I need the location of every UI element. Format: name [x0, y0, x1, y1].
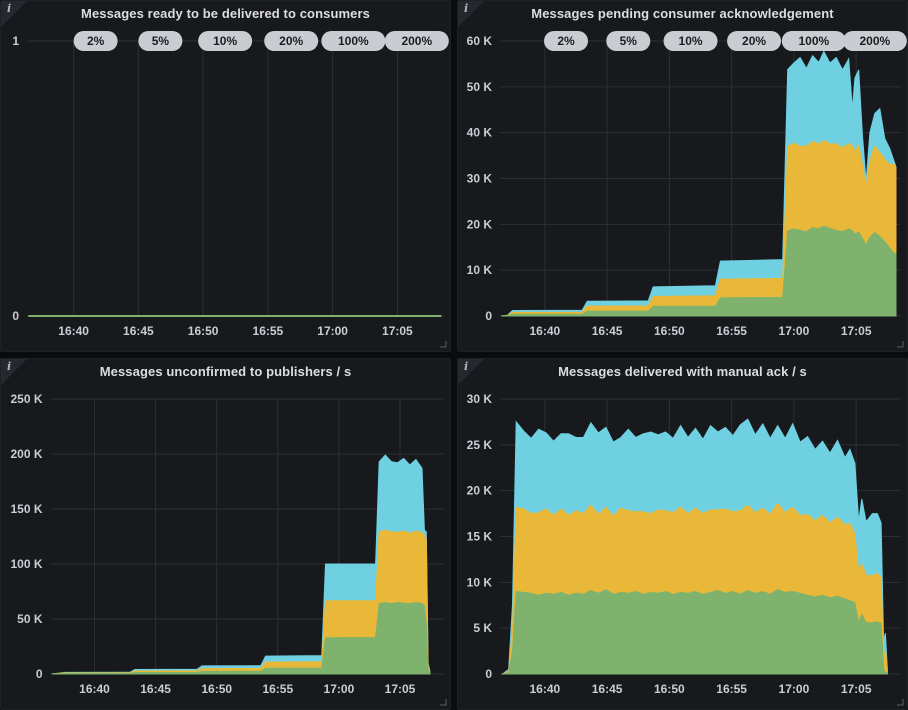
- panel-title[interactable]: Messages ready to be delivered to consum…: [81, 6, 370, 21]
- panel-info-corner[interactable]: i: [458, 1, 484, 27]
- annotation-badge-label: 200%: [859, 34, 890, 48]
- annotation-badge[interactable]: [781, 31, 846, 51]
- panel-resize-handle[interactable]: [896, 698, 904, 706]
- annotation-badge[interactable]: [663, 31, 718, 51]
- x-tick-label: 16:55: [253, 324, 284, 338]
- panel-messages-unconfirmed: i Messages unconfirmed to publishers / s…: [0, 358, 451, 710]
- x-tick-label: 16:50: [654, 324, 685, 338]
- chart-messages-pending-ack[interactable]: 0 10 K 20 K 30 K 40 K 50 K 60 K 16:40 16:45 16:50…: [458, 1, 908, 353]
- x-tick-label: 17:00: [779, 682, 810, 696]
- annotation-badge[interactable]: [606, 31, 651, 51]
- x-tick-label: 17:05: [382, 324, 413, 338]
- y-tick-label: 40 K: [467, 126, 493, 140]
- x-tick-label: 16:40: [58, 324, 89, 338]
- annotation-badge-label: 5%: [152, 34, 170, 48]
- chart-messages-ready[interactable]: 0 1 16:40 16:45 16:50 16:55 17:00 17:05 2% 5% 10% 2…: [1, 1, 452, 353]
- y-tick-label: 0: [485, 667, 492, 681]
- y-tick-label: 250 K: [10, 392, 42, 406]
- y-tick-label: 200 K: [10, 447, 42, 461]
- panel-title[interactable]: Messages delivered with manual ack / s: [558, 364, 807, 379]
- annotation-badge[interactable]: [727, 31, 782, 51]
- y-tick-label: 25 K: [467, 438, 493, 452]
- annotation-badge[interactable]: [842, 31, 907, 51]
- annotation-badge-label: 100%: [798, 34, 829, 48]
- y-tick-label: 100 K: [10, 557, 42, 571]
- annotation-badge[interactable]: [138, 31, 183, 51]
- x-tick-label: 16:45: [140, 682, 171, 696]
- panel-resize-handle[interactable]: [439, 698, 447, 706]
- x-tick-label: 16:40: [529, 682, 560, 696]
- annotation-badge-label: 200%: [401, 34, 432, 48]
- x-tick-label: 17:05: [385, 682, 416, 696]
- info-icon: i: [7, 2, 12, 15]
- panel-messages-delivered: i Messages delivered with manual ack / s…: [457, 358, 908, 710]
- y-tick-label: 20 K: [467, 484, 493, 498]
- annotation-badge-label: 5%: [620, 34, 638, 48]
- annotation-badge-label: 20%: [279, 34, 303, 48]
- x-tick-label: 17:00: [317, 324, 348, 338]
- x-tick-label: 17:05: [841, 682, 872, 696]
- info-icon: i: [7, 360, 12, 373]
- annotation-badge-label: 2%: [557, 34, 575, 48]
- x-tick-label: 16:50: [201, 682, 232, 696]
- annotation-badge-label: 10%: [679, 34, 703, 48]
- panel-messages-pending-ack: i Messages pending consumer acknowledgem…: [457, 0, 908, 352]
- x-tick-label: 16:40: [79, 682, 110, 696]
- series-area-queue-green: [51, 601, 431, 675]
- y-tick-label: 15 K: [467, 530, 493, 544]
- annotation-badge-label: 10%: [213, 34, 237, 48]
- y-tick-label: 150 K: [10, 502, 42, 516]
- annotation-badge[interactable]: [321, 31, 386, 51]
- x-tick-label: 16:55: [716, 682, 747, 696]
- y-tick-label: 0: [12, 309, 19, 323]
- panel-resize-handle[interactable]: [896, 340, 904, 348]
- y-tick-label: 50 K: [17, 612, 43, 626]
- x-tick-label: 17:05: [841, 324, 872, 338]
- x-tick-label: 16:45: [123, 324, 154, 338]
- panel-messages-ready: i Messages ready to be delivered to cons…: [0, 0, 451, 352]
- annotation-badge-label: 20%: [742, 34, 766, 48]
- y-tick-label: 0: [485, 309, 492, 323]
- y-tick-label: 0: [36, 667, 43, 681]
- y-tick-label: 5 K: [473, 621, 492, 635]
- x-tick-label: 16:55: [716, 324, 747, 338]
- x-tick-label: 17:00: [324, 682, 355, 696]
- y-tick-label: 60 K: [467, 34, 493, 48]
- y-tick-label: 10 K: [467, 575, 493, 589]
- x-tick-label: 16:45: [592, 682, 623, 696]
- x-tick-label: 16:50: [654, 682, 685, 696]
- panel-info-corner[interactable]: i: [1, 359, 27, 385]
- series-area-queue-green: [502, 589, 888, 675]
- annotation-badge[interactable]: [384, 31, 449, 51]
- panel-info-corner[interactable]: i: [1, 1, 27, 27]
- x-tick-label: 16:40: [529, 324, 560, 338]
- annotation-badge[interactable]: [544, 31, 589, 51]
- y-tick-label: 20 K: [467, 217, 493, 231]
- y-tick-label: 30 K: [467, 172, 493, 186]
- info-icon: i: [464, 2, 469, 15]
- annotation-badge[interactable]: [198, 31, 253, 51]
- y-tick-label: 50 K: [467, 80, 493, 94]
- panel-title[interactable]: Messages unconfirmed to publishers / s: [99, 364, 352, 379]
- chart-messages-unconfirmed[interactable]: 0 50 K 100 K 150 K 200 K 250 K 16:40 16:45 16:50…: [1, 359, 452, 710]
- x-tick-label: 16:50: [188, 324, 219, 338]
- x-tick-label: 17:00: [779, 324, 810, 338]
- annotation-badge[interactable]: [264, 31, 319, 51]
- y-tick-label: 30 K: [467, 392, 493, 406]
- y-tick-label: 1: [12, 34, 19, 48]
- annotation-badge-label: 100%: [338, 34, 369, 48]
- x-tick-label: 16:45: [592, 324, 623, 338]
- panel-resize-handle[interactable]: [439, 340, 447, 348]
- annotation-badge-label: 2%: [87, 34, 105, 48]
- series-area-queue-green: [501, 225, 897, 317]
- info-icon: i: [464, 360, 469, 373]
- chart-messages-delivered[interactable]: 0 5 K 10 K 15 K 20 K 25 K 30 K 16:40 16:45 16:50 1…: [458, 359, 908, 710]
- panel-info-corner[interactable]: i: [458, 359, 484, 385]
- x-tick-label: 16:55: [262, 682, 293, 696]
- y-tick-label: 10 K: [467, 263, 493, 277]
- annotation-badge[interactable]: [73, 31, 118, 51]
- panel-title[interactable]: Messages pending consumer acknowledgemen…: [531, 6, 834, 21]
